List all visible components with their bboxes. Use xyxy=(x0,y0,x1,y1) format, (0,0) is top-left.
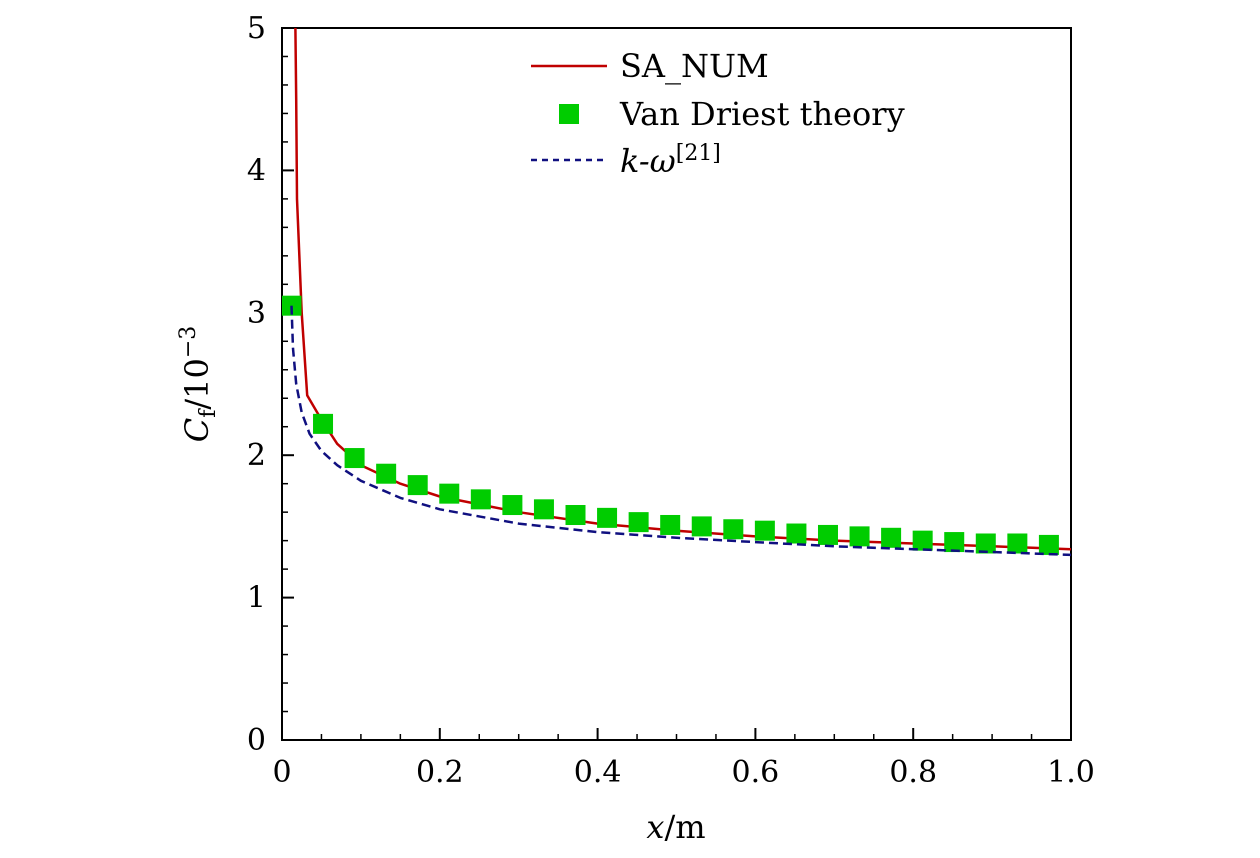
van-driest-marker xyxy=(282,295,302,316)
k-omega-line xyxy=(290,305,1071,557)
legend-label-k-omega-main: k-ω xyxy=(620,142,676,180)
x-tick-label: 0.6 xyxy=(732,755,780,790)
van-driest-marker xyxy=(660,514,681,535)
x-tick-label: 1.0 xyxy=(1047,755,1095,790)
y-tick-label: 5 xyxy=(247,11,266,46)
van-driest-marker xyxy=(407,475,428,496)
legend-label-van-driest: Van Driest theory xyxy=(619,95,905,133)
van-driest-marker xyxy=(313,413,334,434)
y-tick-label: 0 xyxy=(247,723,266,758)
van-driest-marker xyxy=(881,527,902,548)
van-driest-marker xyxy=(691,516,712,537)
van-driest-marker xyxy=(628,512,649,533)
y-tick-label: 4 xyxy=(247,153,266,188)
y-axis-rest: /10 xyxy=(178,358,216,410)
x-tick-label: 0.2 xyxy=(416,755,464,790)
van-driest-marker xyxy=(439,483,460,504)
van-driest-marker xyxy=(470,489,491,510)
x-axis-unit: /m xyxy=(664,808,705,846)
van-driest-marker xyxy=(344,448,365,469)
van-driest-marker xyxy=(597,507,618,528)
series-layer xyxy=(282,28,1071,557)
axis-ticks xyxy=(281,27,1072,741)
y-axis-title: Cf/10−3 xyxy=(176,326,221,443)
van-driest-marker xyxy=(912,530,933,551)
y-axis-var: C xyxy=(178,418,216,442)
y-tick-label: 2 xyxy=(247,438,266,473)
plot-frame xyxy=(281,27,1072,741)
van-driest-marker xyxy=(533,499,554,520)
van-driest-marker xyxy=(786,523,807,544)
van-driest-marker xyxy=(1038,534,1059,555)
x-tick-label: 0.8 xyxy=(889,755,937,790)
van-driest-marker xyxy=(565,505,586,526)
van-driest-marker xyxy=(849,526,870,547)
legend-label-sa-num: SA_NUM xyxy=(620,47,769,85)
van-driest-marker xyxy=(975,533,996,554)
van-driest-marker xyxy=(502,495,523,516)
y-axis-sup: −3 xyxy=(176,326,201,358)
van-driest-marker xyxy=(1007,533,1028,554)
van-driest-marker xyxy=(817,524,838,545)
y-axis-sub: f xyxy=(196,408,221,418)
x-axis-title: x/m xyxy=(646,808,705,846)
legend: SA_NUM Van Driest theory k-ω[21] xyxy=(531,47,905,180)
y-tick-label: 3 xyxy=(247,296,266,331)
legend-swatch-van-driest xyxy=(559,104,579,124)
tick-labels: 0 1 2 3 4 5 0 0.2 0.4 0.6 0.8 1.0 xyxy=(247,11,1095,790)
x-tick-label: 0 xyxy=(272,755,291,790)
legend-label-k-omega: k-ω[21] xyxy=(620,141,721,180)
x-tick-label: 0.4 xyxy=(574,755,622,790)
van-driest-marker xyxy=(723,519,744,540)
x-axis-var: x xyxy=(646,808,664,846)
van-driest-marker xyxy=(376,463,397,484)
van-driest-marker xyxy=(754,520,775,541)
van-driest-marker xyxy=(944,532,965,553)
y-tick-label: 1 xyxy=(247,581,266,616)
legend-label-k-omega-ref: [21] xyxy=(676,141,721,166)
